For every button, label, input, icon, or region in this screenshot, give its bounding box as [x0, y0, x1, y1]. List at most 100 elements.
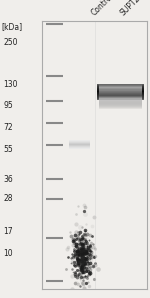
Point: [73, 263, 75, 267]
Point: [80, 249, 83, 254]
Point: [77, 271, 79, 276]
Point: [72, 236, 74, 241]
Point: [73, 244, 75, 249]
Point: [78, 262, 81, 267]
Point: [78, 277, 81, 282]
Point: [81, 262, 83, 267]
Point: [75, 241, 77, 246]
Point: [81, 244, 84, 249]
Point: [82, 257, 84, 261]
Point: [82, 280, 84, 285]
Point: [89, 264, 91, 269]
Point: [83, 256, 86, 261]
Point: [84, 229, 86, 233]
Point: [84, 252, 86, 257]
Point: [85, 251, 87, 256]
Point: [83, 232, 85, 237]
Point: [76, 249, 78, 254]
Point: [84, 241, 86, 246]
Point: [83, 263, 86, 268]
Point: [81, 256, 84, 261]
Point: [67, 244, 69, 249]
Point: [76, 282, 79, 286]
Point: [86, 235, 88, 240]
Point: [88, 253, 91, 258]
Point: [77, 258, 79, 263]
Point: [66, 247, 68, 252]
Point: [77, 257, 79, 262]
Point: [93, 246, 96, 251]
Point: [74, 263, 77, 267]
Point: [84, 258, 86, 263]
Point: [76, 246, 79, 251]
Point: [81, 263, 84, 267]
Point: [82, 255, 84, 260]
Point: [76, 257, 78, 262]
Point: [81, 252, 84, 257]
Point: [80, 255, 83, 260]
Point: [94, 254, 96, 258]
Point: [76, 258, 78, 263]
Point: [93, 261, 96, 266]
Point: [77, 229, 79, 234]
Point: [73, 281, 76, 285]
Point: [78, 261, 80, 266]
Point: [84, 205, 86, 209]
Point: [85, 249, 87, 254]
Point: [81, 261, 83, 266]
Point: [80, 257, 83, 262]
Point: [74, 243, 77, 248]
Point: [76, 234, 78, 238]
Point: [82, 256, 85, 261]
Point: [73, 247, 75, 252]
Point: [70, 255, 73, 260]
Point: [67, 255, 69, 260]
Point: [94, 262, 96, 267]
Point: [78, 235, 81, 240]
Point: [89, 242, 91, 247]
Point: [81, 246, 83, 251]
Point: [85, 269, 87, 274]
Point: [80, 243, 83, 248]
Point: [86, 261, 88, 266]
Point: [84, 238, 86, 243]
Point: [85, 246, 88, 251]
Point: [78, 245, 80, 250]
Point: [76, 258, 78, 263]
Point: [73, 238, 75, 243]
Point: [82, 263, 85, 268]
Point: [79, 271, 81, 276]
Point: [76, 203, 79, 208]
Point: [78, 249, 80, 253]
Point: [76, 260, 78, 265]
Point: [81, 243, 83, 248]
Point: [70, 286, 73, 291]
Point: [89, 255, 91, 260]
Point: [77, 252, 80, 256]
Point: [97, 266, 99, 271]
Point: [75, 222, 77, 226]
Point: [73, 249, 75, 254]
Point: [83, 259, 85, 264]
Point: [73, 271, 76, 276]
Point: [78, 242, 80, 246]
Point: [79, 269, 82, 274]
Point: [80, 257, 82, 262]
Point: [78, 244, 80, 249]
Point: [74, 252, 76, 257]
Point: [80, 247, 82, 252]
Point: [78, 261, 80, 266]
Point: [76, 263, 78, 268]
Point: [81, 233, 83, 238]
Point: [81, 252, 83, 256]
Point: [78, 250, 80, 254]
Point: [81, 249, 83, 253]
Point: [82, 285, 85, 290]
Point: [90, 249, 93, 253]
Point: [84, 265, 86, 269]
Point: [81, 265, 84, 269]
Point: [85, 249, 88, 254]
Point: [86, 255, 88, 260]
Point: [79, 274, 82, 279]
Point: [89, 245, 91, 250]
